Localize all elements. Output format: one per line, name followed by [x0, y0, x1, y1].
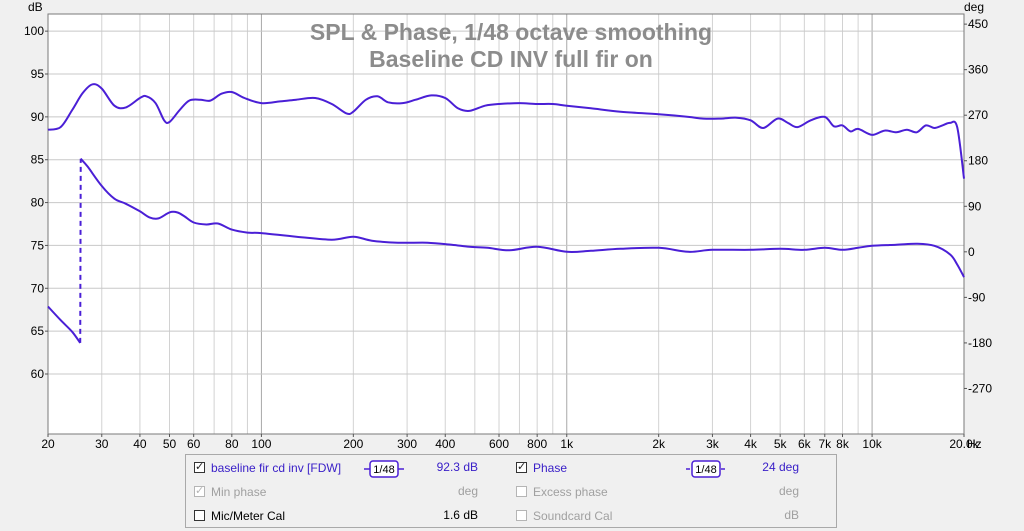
- x-tick-label: 60: [187, 437, 201, 451]
- x-tick-label: 6k: [798, 437, 812, 451]
- right-axis-unit: deg: [964, 0, 984, 14]
- right-tick-label: 450: [968, 17, 988, 31]
- x-tick-label: 30: [95, 437, 109, 451]
- soundcard-cal-label: Soundcard Cal: [533, 509, 613, 523]
- right-tick-label: -180: [968, 336, 992, 350]
- x-axis-unit: Hz: [967, 437, 982, 451]
- chart-title: SPL & Phase, 1/48 octave smoothing: [310, 19, 712, 45]
- x-tick-label: 7k: [818, 437, 832, 451]
- checkmark-icon: ✓: [195, 461, 205, 473]
- x-tick-label: 4k: [744, 437, 758, 451]
- left-tick-label: 90: [31, 110, 45, 124]
- excess-phase-label: Excess phase: [533, 485, 608, 499]
- min-phase-unit: deg: [457, 484, 478, 498]
- excess-phase-checkbox[interactable]: [516, 486, 527, 497]
- soundcard-cal-checkbox[interactable]: [516, 510, 527, 521]
- x-tick-label: 2k: [652, 437, 666, 451]
- mic-cal-value: 1.6 dB: [443, 508, 478, 522]
- phase-cursor-value: 24 deg: [762, 460, 799, 474]
- checkmark-icon: ✓: [195, 485, 205, 497]
- x-tick-label: 50: [163, 437, 177, 451]
- left-tick-label: 65: [31, 324, 45, 338]
- x-tick-label: 8k: [836, 437, 850, 451]
- spl-cursor-value: 92.3 dB: [436, 460, 478, 474]
- x-tick-label: 600: [489, 437, 509, 451]
- plot-border: [47, 13, 965, 435]
- phase-checkbox[interactable]: ✓: [516, 461, 527, 473]
- x-tick-label: 10k: [862, 437, 882, 451]
- x-tick-label: 80: [225, 437, 239, 451]
- spl-series-label: baseline fir cd inv [FDW]: [211, 461, 342, 475]
- right-tick-label: 180: [968, 154, 988, 168]
- excess-phase-unit: deg: [778, 484, 799, 498]
- spl-smoothing-label: 1/48: [373, 464, 394, 476]
- phase-smoothing-icon[interactable]: 1/48: [686, 460, 726, 478]
- checkmark-icon: ✓: [517, 461, 527, 473]
- x-tick-label: 40: [133, 437, 147, 451]
- left-tick-label: 100: [24, 24, 44, 38]
- axis-ticks: 100 95 90 85 80 75 70 65 60 450 360 270 180 90 0 -90 -18…: [24, 17, 992, 451]
- x-tick-label: 3k: [706, 437, 720, 451]
- x-tick-label: 100: [251, 437, 271, 451]
- right-tick-label: 360: [968, 63, 988, 77]
- chart-subtitle: Baseline CD INV full fir on: [369, 46, 653, 72]
- right-tick-label: 270: [968, 108, 988, 122]
- mic-cal-checkbox[interactable]: [194, 510, 205, 521]
- legend-panel: ✓ baseline fir cd inv [FDW] 1/48 92.3 dB…: [185, 454, 837, 528]
- phase-series-line: [47, 305, 82, 344]
- x-tick-label: 20: [41, 437, 55, 451]
- spl-checkbox[interactable]: ✓: [194, 461, 205, 473]
- left-axis-unit: dB: [28, 0, 43, 14]
- plot-area: [48, 14, 964, 434]
- phase-wrap-connector: [79, 158, 82, 343]
- left-tick-label: 85: [31, 153, 45, 167]
- x-tick-label: 1k: [560, 437, 574, 451]
- left-tick-label: 60: [31, 367, 45, 381]
- x-tick-label: 5k: [774, 437, 788, 451]
- soundcard-cal-unit: dB: [784, 508, 799, 522]
- series-layer: [47, 83, 965, 344]
- left-tick-label: 80: [31, 196, 45, 210]
- x-tick-label: 400: [435, 437, 455, 451]
- left-tick-label: 95: [31, 67, 45, 81]
- left-tick-label: 70: [31, 281, 45, 295]
- min-phase-checkbox[interactable]: ✓: [194, 485, 205, 497]
- right-tick-label: -90: [968, 290, 986, 304]
- grid: [47, 14, 965, 434]
- spl-phase-chart[interactable]: 100 95 90 85 80 75 70 65 60 450 360 270 180 90 0 -90 -18…: [0, 0, 1024, 452]
- phase-series-line: [79, 158, 965, 278]
- spl-smoothing-icon[interactable]: 1/48: [364, 460, 404, 478]
- phase-smoothing-label: 1/48: [695, 464, 716, 476]
- min-phase-label: Min phase: [211, 485, 267, 499]
- phase-series-label: Phase: [533, 461, 568, 475]
- x-tick-label: 300: [397, 437, 417, 451]
- right-tick-label: 90: [968, 199, 982, 213]
- mic-cal-label: Mic/Meter Cal: [211, 509, 286, 523]
- right-tick-label: 0: [968, 245, 975, 259]
- x-tick-label: 20.0k: [949, 437, 979, 451]
- right-tick-label: -270: [968, 381, 992, 395]
- x-tick-label: 800: [527, 437, 547, 451]
- left-tick-label: 75: [31, 238, 45, 252]
- x-tick-label: 200: [343, 437, 363, 451]
- spl-series-line: [47, 83, 965, 179]
